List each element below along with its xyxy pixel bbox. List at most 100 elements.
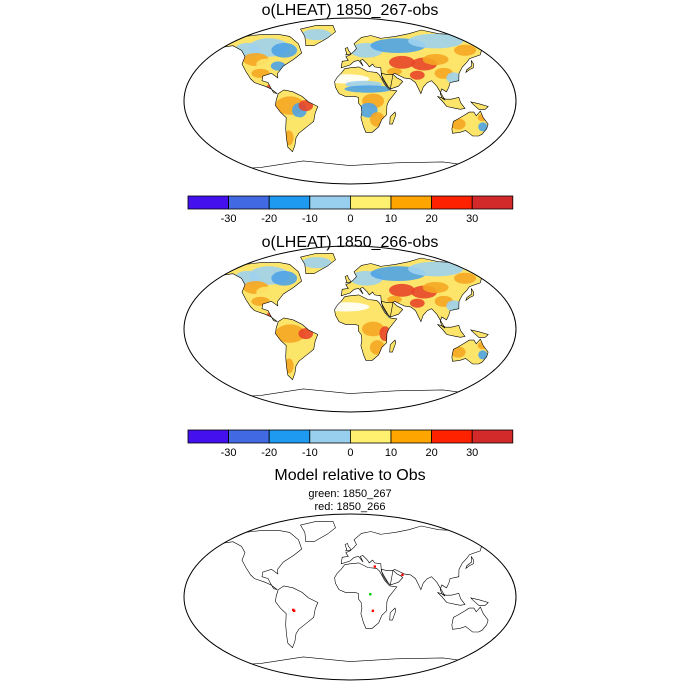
anomaly-patch [478, 350, 488, 360]
coast-japan [465, 556, 474, 570]
coast-newguinea [469, 597, 489, 606]
land-newguinea [470, 329, 489, 338]
colorbar-1: -30 -20 -10 0 10 20 30 [187, 195, 514, 225]
colorbar-tick-label: 0 [347, 447, 353, 459]
coast-eurasia [340, 29, 492, 101]
coast-uk [344, 47, 352, 56]
coast-australia [451, 606, 489, 633]
land-uk [345, 47, 351, 55]
colorbar-tick-label: 30 [466, 213, 478, 225]
colorbar-1-boxes [187, 195, 514, 210]
anomaly-patch [409, 298, 425, 308]
colorbar-box [268, 195, 311, 210]
difference-marker [371, 609, 375, 613]
colorbar-tick-label: 30 [466, 447, 478, 459]
panel-3-legend-green: green: 1850_267 [308, 488, 391, 500]
colorbar-tick-label: 20 [425, 447, 437, 459]
panel-3: Model relative to Obs green: 1850_267 re… [183, 467, 517, 681]
anomaly-patch [422, 53, 449, 66]
colorbar-tick-label: 0 [347, 213, 353, 225]
anomaly-patch [271, 270, 298, 286]
anomaly-patch [286, 344, 306, 360]
colorbar-tick-label: -30 [221, 213, 237, 225]
colorbar-tick-label: -10 [302, 447, 318, 459]
panel-2-title: o(LHEAT) 1850_266-obs [262, 234, 439, 251]
panel-1-title: o(LHEAT) 1850_267-obs [262, 2, 439, 19]
coast-antarctica [218, 160, 485, 184]
coast-eurasia [340, 525, 492, 597]
anomaly-patch [286, 116, 306, 132]
coast-africa [334, 562, 398, 629]
colorbar-box [390, 429, 432, 444]
panel-1-map [218, 25, 507, 184]
anomaly-patch [251, 68, 270, 78]
anomaly-patch [251, 296, 270, 306]
colorbar-2: -30 -20 -10 0 10 20 30 [187, 429, 514, 459]
coast-madagascar [389, 339, 397, 353]
land-uk [345, 275, 351, 283]
difference-marker [373, 565, 377, 568]
coast-samerica [275, 585, 319, 649]
panel-1-land [218, 25, 507, 184]
coast-arabia [380, 72, 404, 90]
panel-3-map [218, 521, 507, 680]
panel-3-map-border [183, 513, 517, 681]
difference-marker [292, 609, 296, 613]
colorbar-tick-label: -10 [302, 213, 318, 225]
anomaly-patch [369, 340, 385, 355]
coast-samerica [275, 317, 319, 381]
panel-3-legend-red: red: 1850_266 [315, 501, 386, 513]
anomaly-patch [408, 261, 464, 277]
coast-namerica [218, 530, 303, 590]
colorbar-box [431, 429, 473, 444]
land-newguinea [470, 101, 489, 110]
anomaly-patch [422, 281, 449, 294]
anomaly-patch [450, 346, 466, 358]
coast-newguinea [469, 329, 489, 338]
coast-madagascar [389, 607, 397, 621]
coast-australia [451, 110, 489, 137]
coast-australia [451, 338, 489, 365]
panel-2-land [218, 253, 507, 412]
coast-arabia [380, 300, 404, 318]
colorbar-box [471, 429, 514, 444]
anomaly-patch [344, 85, 393, 93]
colorbar-box [471, 195, 514, 210]
land-madagascar [389, 340, 396, 353]
land-antarctica [219, 388, 484, 412]
anomaly-patch [387, 295, 402, 304]
coast-namerica [218, 262, 303, 322]
colorbar-tick-label: -20 [261, 447, 277, 459]
colorbar-box [228, 195, 270, 210]
colorbar-tick-label: 10 [385, 447, 397, 459]
anomaly-blobs [234, 257, 488, 374]
coast-indonesia [437, 324, 466, 338]
panel-2: o(LHEAT) 1850_266-obs [183, 234, 517, 413]
anomaly-patch [298, 100, 314, 112]
panel-3-title: Model relative to Obs [274, 467, 425, 484]
colorbar-box [349, 195, 392, 210]
anomaly-patch [362, 321, 385, 337]
colorbar-1-ticks: -30 -20 -10 0 10 20 30 [221, 213, 479, 225]
coast-newguinea [469, 101, 489, 110]
coast-antarctica [218, 388, 485, 412]
coast-greenland [300, 25, 336, 46]
colorbar-box [431, 195, 473, 210]
land-antarctica [219, 160, 484, 184]
colorbar-box [187, 429, 229, 444]
anomaly-patch [301, 29, 332, 41]
colorbar-tick-label: -20 [261, 213, 277, 225]
coast-madagascar [389, 111, 397, 125]
anomaly-patch [298, 328, 314, 340]
coast-indonesia [437, 96, 466, 110]
coast-greenland [300, 253, 336, 274]
coast-antarctica [218, 656, 485, 680]
panel-1-map-border [183, 17, 517, 185]
colorbar-box [349, 429, 392, 444]
land-madagascar [389, 112, 396, 125]
colorbar-tick-label: 10 [385, 213, 397, 225]
anomaly-patch [450, 118, 466, 130]
panel-1: o(LHEAT) 1850_267-obs [183, 2, 517, 185]
coast-japan [465, 288, 474, 302]
anomaly-patch [478, 122, 488, 132]
